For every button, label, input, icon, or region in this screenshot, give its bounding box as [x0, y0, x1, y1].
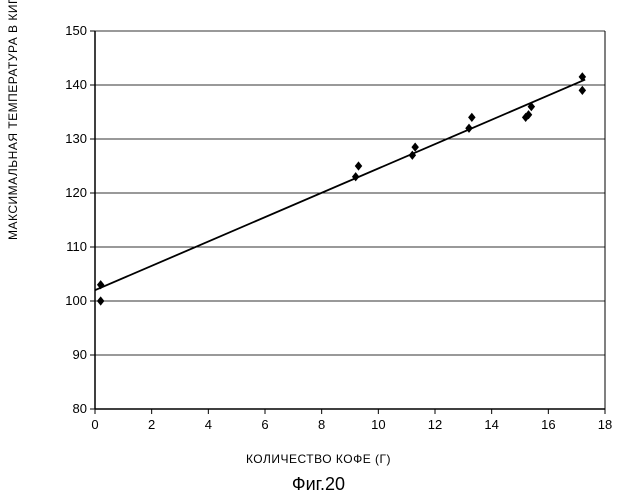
x-tick-label: 18: [595, 417, 615, 432]
plot-area: [85, 25, 615, 415]
y-tick-label: 140: [65, 77, 87, 92]
x-tick-label: 8: [312, 417, 332, 432]
y-tick-label: 130: [65, 131, 87, 146]
x-tick-label: 14: [482, 417, 502, 432]
y-tick-label: 100: [65, 293, 87, 308]
y-tick-label: 80: [73, 401, 87, 416]
x-tick-label: 4: [198, 417, 218, 432]
y-tick-label: 110: [66, 239, 87, 254]
x-tick-label: 10: [368, 417, 388, 432]
figure-caption: Фиг.20: [0, 474, 637, 495]
x-tick-label: 12: [425, 417, 445, 432]
plot-svg: [85, 25, 615, 415]
y-axis-title: МАКСИМАЛЬНАЯ ТЕМПЕРАТУРА В КИПЯТИЛЬНИКЕ …: [6, 0, 20, 240]
chart-container: МАКСИМАЛЬНАЯ ТЕМПЕРАТУРА В КИПЯТИЛЬНИКЕ …: [0, 0, 637, 500]
y-tick-label: 120: [65, 185, 87, 200]
x-tick-label: 2: [142, 417, 162, 432]
y-tick-label: 90: [73, 347, 87, 362]
x-tick-label: 16: [538, 417, 558, 432]
x-axis-title: КОЛИЧЕСТВО КОФЕ (Г): [0, 452, 637, 466]
x-tick-label: 0: [85, 417, 105, 432]
y-tick-label: 150: [65, 23, 87, 38]
x-tick-label: 6: [255, 417, 275, 432]
